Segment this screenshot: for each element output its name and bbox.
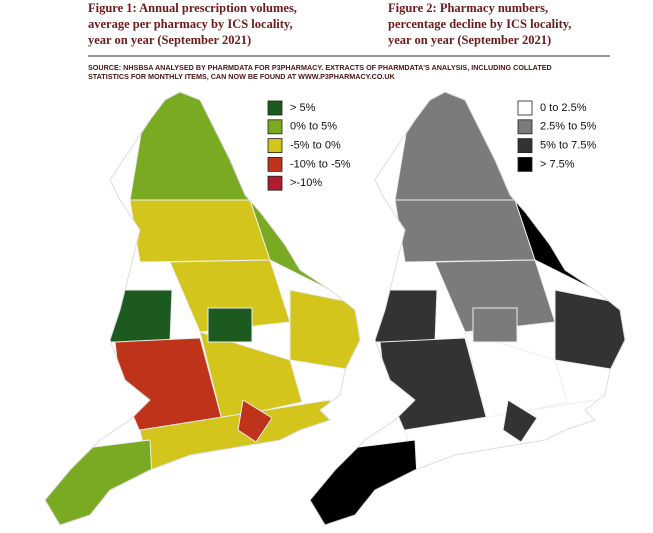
figure-title: average per pharmacy by ICS locality,: [88, 17, 293, 31]
region: [554, 289, 625, 373]
region: [394, 199, 536, 263]
legend-swatch: [517, 119, 533, 135]
legend-label: 0% to 5%: [290, 121, 337, 133]
source-note: SOURCE: NHSBSA ANALYSED BY PHARMDATA FOR…: [88, 63, 552, 72]
region: [45, 439, 156, 525]
legend-label: > 5%: [290, 102, 316, 114]
region: [129, 199, 271, 263]
legend-swatch: [267, 100, 283, 116]
region: [502, 399, 538, 443]
legend-label: > 7.5%: [540, 158, 575, 170]
region: [104, 289, 173, 343]
region: [199, 331, 303, 421]
legend-swatch: [267, 119, 283, 135]
source-note: STATISTICS FOR MONTHLY ITEMS, CAN NOW BE…: [88, 72, 396, 81]
legend-label: -10% to -5%: [290, 158, 351, 170]
legend-swatch: [267, 156, 283, 172]
region: [207, 307, 253, 343]
legend-swatch: [517, 156, 533, 172]
region: [310, 439, 421, 525]
legend-swatch: [267, 138, 283, 154]
country-outline: [309, 91, 626, 526]
country-outline: [44, 91, 361, 526]
figure-title: percentage decline by ICS locality,: [388, 17, 571, 31]
figure-title: Figure 1: Annual prescription volumes,: [88, 1, 297, 15]
legend-label: 0 to 2.5%: [540, 102, 587, 114]
region: [464, 331, 568, 421]
legend-swatch: [517, 138, 533, 154]
legend-swatch: [517, 100, 533, 116]
legend-label: >-10%: [290, 177, 322, 189]
legend-label: 5% to 7.5%: [540, 140, 596, 152]
region: [289, 289, 360, 373]
region: [369, 289, 438, 343]
legend-label: 2.5% to 5%: [540, 121, 596, 133]
figure-title: year on year (September 2021): [88, 33, 251, 47]
figure-title: Figure 2: Pharmacy numbers,: [388, 1, 548, 15]
legend-swatch: [267, 175, 283, 191]
legend-label: -5% to 0%: [290, 140, 341, 152]
region: [237, 399, 273, 443]
region: [472, 307, 518, 343]
figure-title: year on year (September 2021): [388, 33, 551, 47]
